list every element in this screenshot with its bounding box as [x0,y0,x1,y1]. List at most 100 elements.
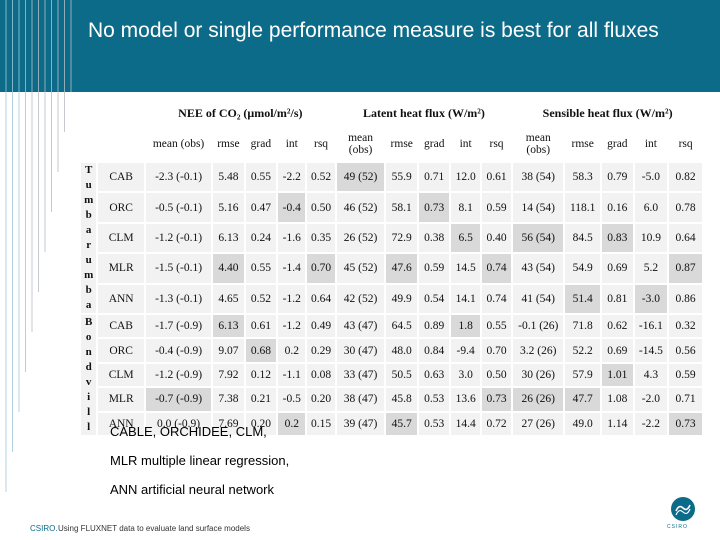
table-cell: 14 (54) [511,191,566,224]
table-cell: 45.8 [384,386,419,413]
note-line: MLR multiple linear regression, [110,453,290,468]
table-cell: 0.83 [600,221,635,255]
table-cell: 7.69 [211,410,246,438]
table-cell: 0.78 [667,191,704,224]
table-row: MLR -0.7 (-0.9) 7.38 0.21 -0.5 0.20 38 (47) 45.… [80,386,704,413]
table-cell: 0.55 [243,252,279,285]
table-cell: 0.55 [243,160,279,194]
table-cell: 39 (47) [334,410,387,438]
table-cell: 3.2 (26) [511,337,566,364]
table-cell: -9.4 [449,337,482,364]
table-cell: 0.16 [600,191,635,224]
table-cell: 57.9 [563,361,603,389]
table-cell: 0.59 [416,252,452,285]
model-label: ORC [96,191,146,224]
table-cell: 10.9 [632,221,670,255]
corner-cell [79,99,146,127]
table-cell: 0.59 [667,361,704,389]
table-cell: 4.3 [632,361,670,389]
table-cell: 0.15 [305,410,337,438]
table-cell: 0.73 [479,386,514,413]
table-cell: 33 (47) [334,361,387,389]
table-cell: 1.14 [600,410,635,438]
table-cell: 1.08 [600,386,635,413]
table-cell: 50.5 [384,361,419,389]
table-cell: -1.2 [276,312,308,340]
column-header: grad [600,125,635,163]
table-cell: 7.92 [211,361,246,389]
table-cell: 9.07 [211,337,246,364]
model-label: MLR [96,252,146,285]
notes-block: CABLE, ORCHIDEE, CLM, MLR multiple linea… [110,424,289,511]
table-cell: 49.0 [563,410,603,438]
table-cell: 56 (54) [511,221,566,255]
table-cell: 0.24 [243,221,279,255]
table-cell: 4.40 [211,252,246,285]
table-cell: 49 (52) [334,160,387,194]
table-cell: 0.89 [416,312,452,340]
table-cell: 30 (47) [334,337,387,364]
table-row: ORC -0.4 (-0.9) 9.07 0.68 0.2 0.29 30 (47) 48.0… [80,337,704,364]
table-cell: 0.20 [243,410,279,438]
table-cell: 46 (52) [334,191,387,224]
table-cell: 0.53 [416,386,452,413]
table-cell: -0.7 (-0.9) [143,386,214,413]
table-cell: 0.20 [305,386,337,413]
table-cell: 52.2 [563,337,603,364]
column-header-row: mean (obs) rmse grad int rsq mean (obs) rmse gr… [79,125,704,163]
table-cell: 71.8 [563,312,603,340]
table-cell: -3.0 [632,282,670,316]
table-cell: 0.2 [276,337,308,364]
table-cell: 38 (47) [334,386,387,413]
table-cell: 0.47 [243,191,279,224]
table-cell: 0.81 [600,282,635,316]
table-cell: -14.5 [632,337,670,364]
column-header: int [449,125,482,163]
footer-text: Using FLUXNET data to evaluate land surf… [58,524,250,533]
column-header: rsq [479,125,514,163]
table-cell: 14.5 [449,252,482,285]
table-cell: -1.7 (-0.9) [143,312,214,340]
table-cell: 0.08 [305,361,337,389]
table-cell: 5.2 [632,252,670,285]
table-cell: 0.50 [479,361,514,389]
table-cell: 7.38 [211,386,246,413]
column-header: rmse [211,125,246,163]
table-cell: 0.74 [479,282,514,316]
model-label: CLM [96,221,146,255]
table-cell: 0.2 [276,410,308,438]
table-cell: 0.64 [305,282,337,316]
table-cell: 0.38 [416,221,452,255]
table-cell: -5.0 [632,160,670,194]
table-row: CLM -1.2 (-0.1) 6.13 0.24 -1.6 0.35 26 (52) 72.… [80,221,704,255]
table-cell: 47.6 [384,252,419,285]
performance-table: NEE of CO₂ (μmol/m²/s) Latent heat flux … [78,99,704,438]
table-cell: 1.01 [600,361,635,389]
table-cell: -1.2 (-0.9) [143,361,214,389]
table-cell: 58.1 [384,191,419,224]
table-cell: -0.5 [276,386,308,413]
column-header: grad [243,125,279,163]
table-cell: 0.79 [600,160,635,194]
table-cell: 27 (26) [511,410,566,438]
table-cell: 0.59 [479,191,514,224]
column-header: int [276,125,308,163]
table-cell: -0.4 [276,191,308,224]
table-cell: -2.0 [632,386,670,413]
column-header: mean (obs) [511,125,566,163]
table-cell: 6.13 [211,221,246,255]
table-cell: 72.9 [384,221,419,255]
table-cell: 1.8 [449,312,482,340]
table-cell: 38 (54) [511,160,566,194]
table-cell: 43 (54) [511,252,566,285]
table-cell: 0.52 [305,160,337,194]
group-header-nee: NEE of CO₂ (μmol/m²/s) [143,99,337,127]
table-cell: -2.2 [632,410,670,438]
table-cell: 13.6 [449,386,482,413]
column-header: int [632,125,670,163]
table-cell: 0.87 [667,252,704,285]
table-cell: 0.55 [479,312,514,340]
